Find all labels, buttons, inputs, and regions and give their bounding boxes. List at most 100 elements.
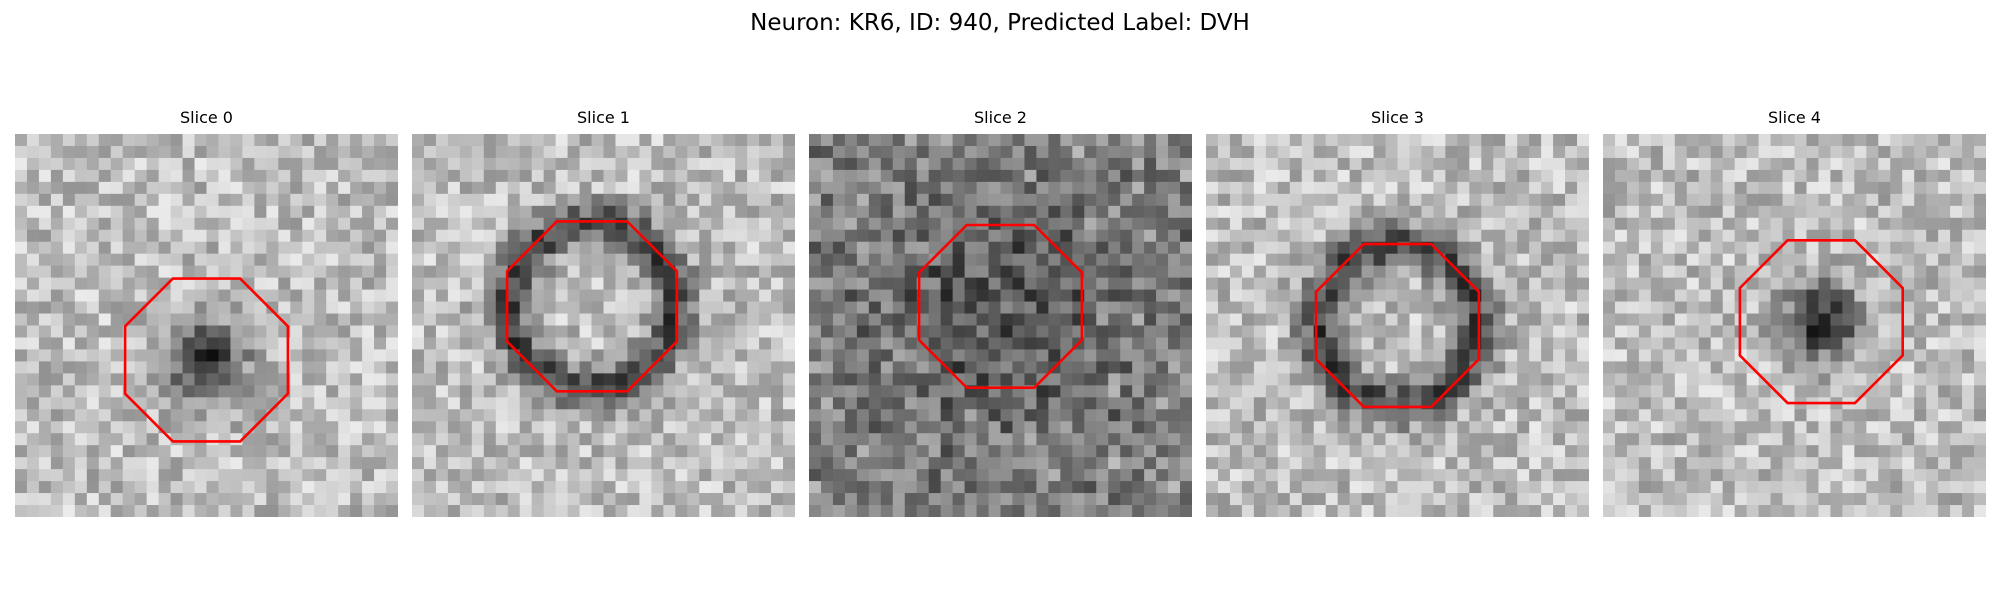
image-pixel [1722, 457, 1736, 470]
slice-image-1 [412, 134, 795, 517]
image-pixel [86, 349, 100, 363]
image-pixel [1108, 325, 1121, 339]
image-pixel [1120, 229, 1133, 243]
image-pixel [1541, 397, 1554, 410]
image-pixel [1241, 373, 1255, 386]
image-pixel [1698, 409, 1712, 422]
image-pixel [1758, 301, 1772, 315]
image-pixel [904, 134, 918, 147]
image-pixel [880, 421, 894, 434]
image-pixel [1108, 229, 1121, 243]
image-pixel [1950, 205, 1963, 219]
image-pixel [338, 145, 351, 159]
image-pixel [868, 409, 882, 422]
image-pixel [1048, 301, 1061, 315]
image-pixel [62, 169, 76, 183]
image-pixel [74, 313, 88, 327]
image-pixel [699, 169, 712, 183]
image-pixel [495, 217, 509, 231]
image-pixel [1830, 181, 1843, 195]
image-pixel [1337, 325, 1351, 339]
image-pixel [1421, 373, 1435, 386]
image-pixel [735, 217, 748, 231]
image-pixel [1253, 289, 1267, 303]
image-pixel [338, 134, 351, 147]
image-pixel [1397, 433, 1411, 446]
image-pixel [1241, 481, 1255, 494]
image-pixel [699, 481, 712, 494]
image-pixel [783, 229, 795, 243]
image-pixel [675, 373, 688, 386]
image-pixel [1565, 457, 1578, 470]
image-pixel [338, 469, 351, 482]
image-pixel [1168, 337, 1181, 351]
image-pixel [1072, 469, 1085, 482]
image-pixel [1565, 493, 1578, 506]
image-pixel [1301, 325, 1315, 339]
image-pixel [1830, 169, 1843, 183]
image-pixel [627, 289, 641, 303]
image-pixel [603, 445, 617, 458]
image-pixel [1084, 181, 1097, 195]
image-pixel [1974, 157, 1986, 171]
image-pixel [15, 505, 28, 517]
image-pixel [374, 169, 387, 183]
image-pixel [447, 361, 461, 374]
image-pixel [723, 361, 736, 374]
image-pixel [783, 469, 795, 482]
image-pixel [266, 361, 279, 374]
image-pixel [1036, 433, 1049, 446]
image-pixel [254, 457, 267, 470]
image-pixel [1132, 241, 1145, 255]
image-pixel [230, 277, 244, 291]
image-pixel [651, 397, 664, 410]
image-pixel [916, 181, 930, 195]
image-pixel [1277, 349, 1291, 363]
image-pixel [194, 349, 208, 363]
image-pixel [723, 229, 736, 243]
image-pixel [170, 421, 184, 434]
image-pixel [158, 445, 172, 458]
image-pixel [1457, 457, 1470, 470]
image-pixel [1180, 134, 1192, 147]
image-pixel [1914, 134, 1927, 147]
image-pixel [639, 313, 652, 327]
image-pixel [1144, 349, 1157, 363]
image-pixel [1036, 349, 1049, 363]
image-pixel [675, 134, 688, 147]
image-pixel [1541, 134, 1554, 147]
image-pixel [314, 241, 327, 255]
image-pixel [928, 337, 942, 351]
image-pixel [1962, 193, 1975, 207]
image-pixel [447, 421, 461, 434]
image-pixel [1325, 385, 1339, 398]
image-pixel [1674, 433, 1688, 446]
image-pixel [62, 445, 76, 458]
image-pixel [1000, 134, 1014, 147]
image-pixel [567, 289, 581, 303]
image-pixel [471, 241, 485, 255]
image-pixel [158, 313, 172, 327]
image-pixel [1770, 421, 1784, 434]
image-pixel [687, 493, 700, 506]
image-pixel [1373, 385, 1387, 398]
image-pixel [1878, 265, 1891, 279]
image-pixel [1603, 205, 1616, 219]
image-pixel [1206, 493, 1219, 506]
image-pixel [1024, 505, 1038, 517]
image-pixel [1794, 217, 1808, 231]
image-pixel [471, 217, 485, 231]
image-pixel [868, 313, 882, 327]
image-pixel [1854, 301, 1867, 315]
image-pixel [1686, 217, 1700, 231]
image-pixel [591, 325, 605, 339]
image-pixel [1421, 229, 1435, 243]
image-pixel [868, 469, 882, 482]
image-pixel [1662, 361, 1676, 374]
image-pixel [868, 457, 882, 470]
image-pixel [1289, 277, 1303, 291]
image-pixel [230, 229, 244, 243]
image-pixel [1782, 337, 1796, 351]
image-pixel [1337, 409, 1351, 422]
image-pixel [783, 337, 795, 351]
